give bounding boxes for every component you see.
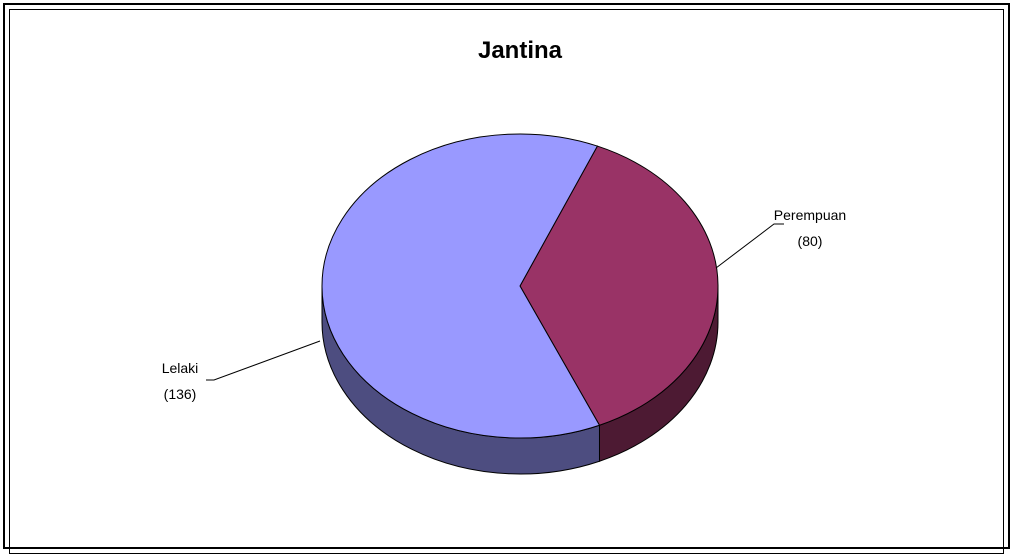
pie-slice-lelaki	[321, 133, 601, 439]
data-label-perempuan-value: (80)	[798, 233, 823, 249]
data-label-lelaki-name: Lelaki	[162, 360, 199, 376]
leader-line-lelaki	[206, 340, 321, 381]
data-label-perempuan-name: Perempuan	[774, 207, 846, 223]
data-label-lelaki-value: (136)	[164, 386, 197, 402]
leader-line-perempuan	[715, 223, 784, 269]
pie-slice-perempuan	[519, 145, 719, 426]
chart-title: Jantina	[478, 37, 563, 64]
